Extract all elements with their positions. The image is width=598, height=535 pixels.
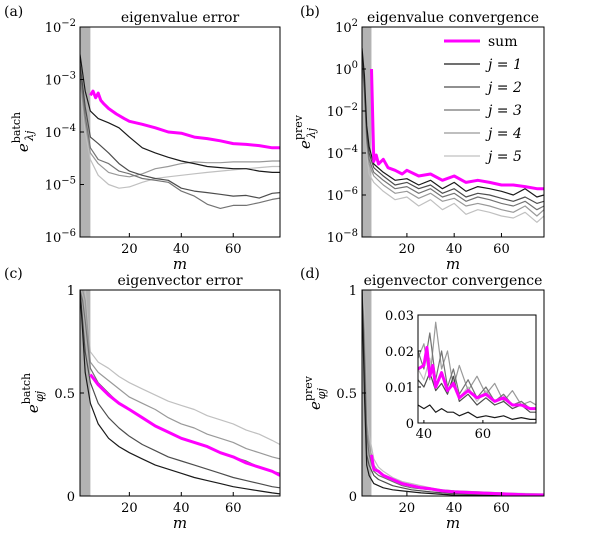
panel-b: 20 40 60 10−8 10−6 10−4 10−2 100 102 eigenvalue c… [292, 4, 545, 273]
inset-y-tick-label-0: 0 [406, 417, 414, 432]
x-axis-label-c: m [173, 514, 187, 532]
panel-d: 20 40 60 0 0.5 1 eigenvector convergence (d) m ep… [300, 266, 545, 532]
a-series-sum [89, 89, 280, 150]
x-tick-label-b-20: 20 [399, 242, 416, 257]
c-series-j1 [80, 290, 280, 495]
b-series-j2 [362, 54, 544, 204]
y-tick-label-a-3: 10−3 [45, 71, 76, 89]
x-tick-label-c-20: 20 [121, 501, 138, 516]
plot-area-b [362, 27, 544, 237]
inset-series-j1 [418, 404, 536, 420]
x-axis-label-d: m [446, 514, 460, 532]
y-tick-label-b-5: 102 [335, 18, 358, 36]
c-series-sum [89, 373, 280, 477]
x-tick-label-c-40: 40 [173, 501, 190, 516]
y-tick-label-d-1: 0.5 [336, 387, 357, 402]
plot-frame-b [361, 26, 545, 238]
legend-label-j1: j = 1 [485, 57, 522, 73]
y-axis-label-b-text: eprevλj [292, 114, 318, 149]
panel-label-b: (b) [300, 4, 320, 20]
inset-series-sum [418, 345, 536, 411]
x-tick-label-d-60: 60 [493, 501, 510, 516]
b-series-j1 [362, 47, 544, 198]
y-tick-label-b-2: 10−4 [327, 144, 358, 162]
y-axis-label-a: ebatchλj [10, 112, 36, 152]
x-tick-label-d-20: 20 [399, 501, 416, 516]
y-tick-label-a-1: 10−5 [45, 176, 76, 194]
chart-title-d: eigenvector convergence [364, 273, 543, 289]
y-tick-label-d-2: 1 [349, 284, 357, 299]
x-tick-label-d-40: 40 [446, 501, 463, 516]
legend-label-j5: j = 5 [485, 149, 522, 165]
y-axis-label-b: eprevλj [292, 114, 318, 149]
inset-x-tick-label-60: 60 [475, 427, 492, 442]
x-tick-label-a-60: 60 [225, 242, 242, 257]
d-series-sum [370, 454, 544, 496]
inset-y-tick-label-3: 0.03 [385, 309, 414, 324]
chart-title-a: eigenvalue error [121, 10, 240, 26]
b-series-j5 [362, 68, 544, 223]
b-series-sum [370, 68, 544, 191]
c-series-j2 [80, 290, 280, 489]
panel-label-a: (a) [4, 4, 23, 20]
y-tick-label-c-0: 0 [67, 490, 75, 505]
y-tick-label-b-0: 10−8 [327, 228, 358, 246]
y-tick-label-d-0: 0 [349, 490, 357, 505]
chart-title-b: eigenvalue convergence [367, 10, 539, 26]
y-tick-label-c-1: 0.5 [54, 387, 75, 402]
inset-series-j2 [418, 372, 536, 413]
legend-b: sum j = 1 j = 2 j = 3 j = 4 j = 5 [444, 34, 522, 165]
y-axis-label-a-text: ebatchλj [10, 112, 36, 152]
y-tick-label-b-3: 10−2 [327, 102, 358, 120]
c-series-j5 [80, 290, 280, 446]
x-tick-label-a-40: 40 [173, 242, 190, 257]
inset-frame [417, 314, 537, 424]
x-tick-label-a-20: 20 [121, 242, 138, 257]
y-tick-label-a-2: 10−4 [45, 123, 76, 141]
y-axis-label-d: eprevφj [302, 375, 328, 410]
inset-y-tick-label-1: 0.01 [385, 381, 414, 396]
d-series-j1 [362, 290, 544, 496]
inset-d: 40 60 0 0.01 0.02 0.03 [385, 309, 537, 442]
x-tick-label-b-40: 40 [446, 242, 463, 257]
b-series-j4 [362, 62, 544, 217]
a-series-j1 [80, 54, 280, 173]
b-series-j3 [362, 58, 544, 211]
legend-label-sum: sum [488, 34, 517, 50]
y-tick-label-b-1: 10−6 [327, 186, 358, 204]
y-axis-label-c: ebatchφj [20, 373, 46, 413]
y-axis-label-c-text: ebatchφj [20, 373, 46, 413]
x-tick-label-b-60: 60 [493, 242, 510, 257]
panel-label-c: (c) [4, 266, 23, 282]
y-tick-label-a-0: 10−6 [45, 228, 76, 246]
a-series-j4 [80, 79, 280, 178]
y-tick-label-b-4: 100 [335, 60, 358, 78]
legend-label-j2: j = 2 [485, 80, 522, 96]
x-tick-label-c-60: 60 [225, 501, 242, 516]
y-tick-label-a-4: 10−2 [45, 18, 76, 36]
shade-region-c [80, 290, 91, 496]
inset-x-tick-label-40: 40 [416, 427, 433, 442]
panel-c: 20 40 60 0 0.5 1 eigenvector error (c) m ebatchφj [4, 266, 281, 532]
x-axis-label-b: m [446, 255, 460, 273]
c-series-j4 [80, 290, 280, 460]
inset-y-tick-label-2: 0.02 [385, 345, 414, 360]
chart-title-c: eigenvector error [117, 273, 242, 289]
legend-label-j3: j = 3 [485, 103, 522, 119]
legend-label-j4: j = 4 [485, 126, 522, 142]
panel-a: 20 40 60 10−6 10−5 10−4 10−3 10−2 eigenvalue err… [4, 4, 281, 273]
a-series-j3 [80, 70, 280, 209]
x-axis-label-a: m [173, 255, 187, 273]
a-series-j2 [80, 63, 280, 199]
y-axis-label-d-text: eprevφj [302, 375, 328, 410]
y-tick-label-c-2: 1 [67, 284, 75, 299]
panel-label-d: (d) [300, 266, 320, 282]
